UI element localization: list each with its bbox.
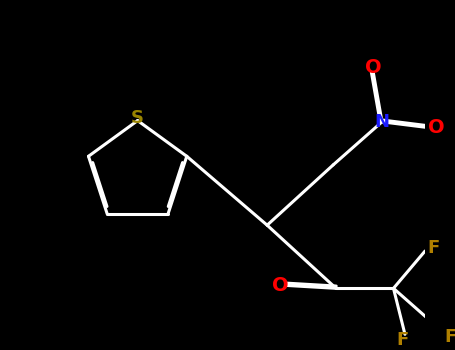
Text: O: O bbox=[365, 58, 382, 77]
Text: F: F bbox=[445, 328, 455, 346]
Text: O: O bbox=[272, 276, 288, 295]
Text: F: F bbox=[396, 331, 408, 349]
Text: F: F bbox=[428, 239, 440, 257]
Text: N: N bbox=[374, 113, 389, 131]
Text: O: O bbox=[428, 118, 445, 137]
Text: S: S bbox=[131, 109, 144, 127]
